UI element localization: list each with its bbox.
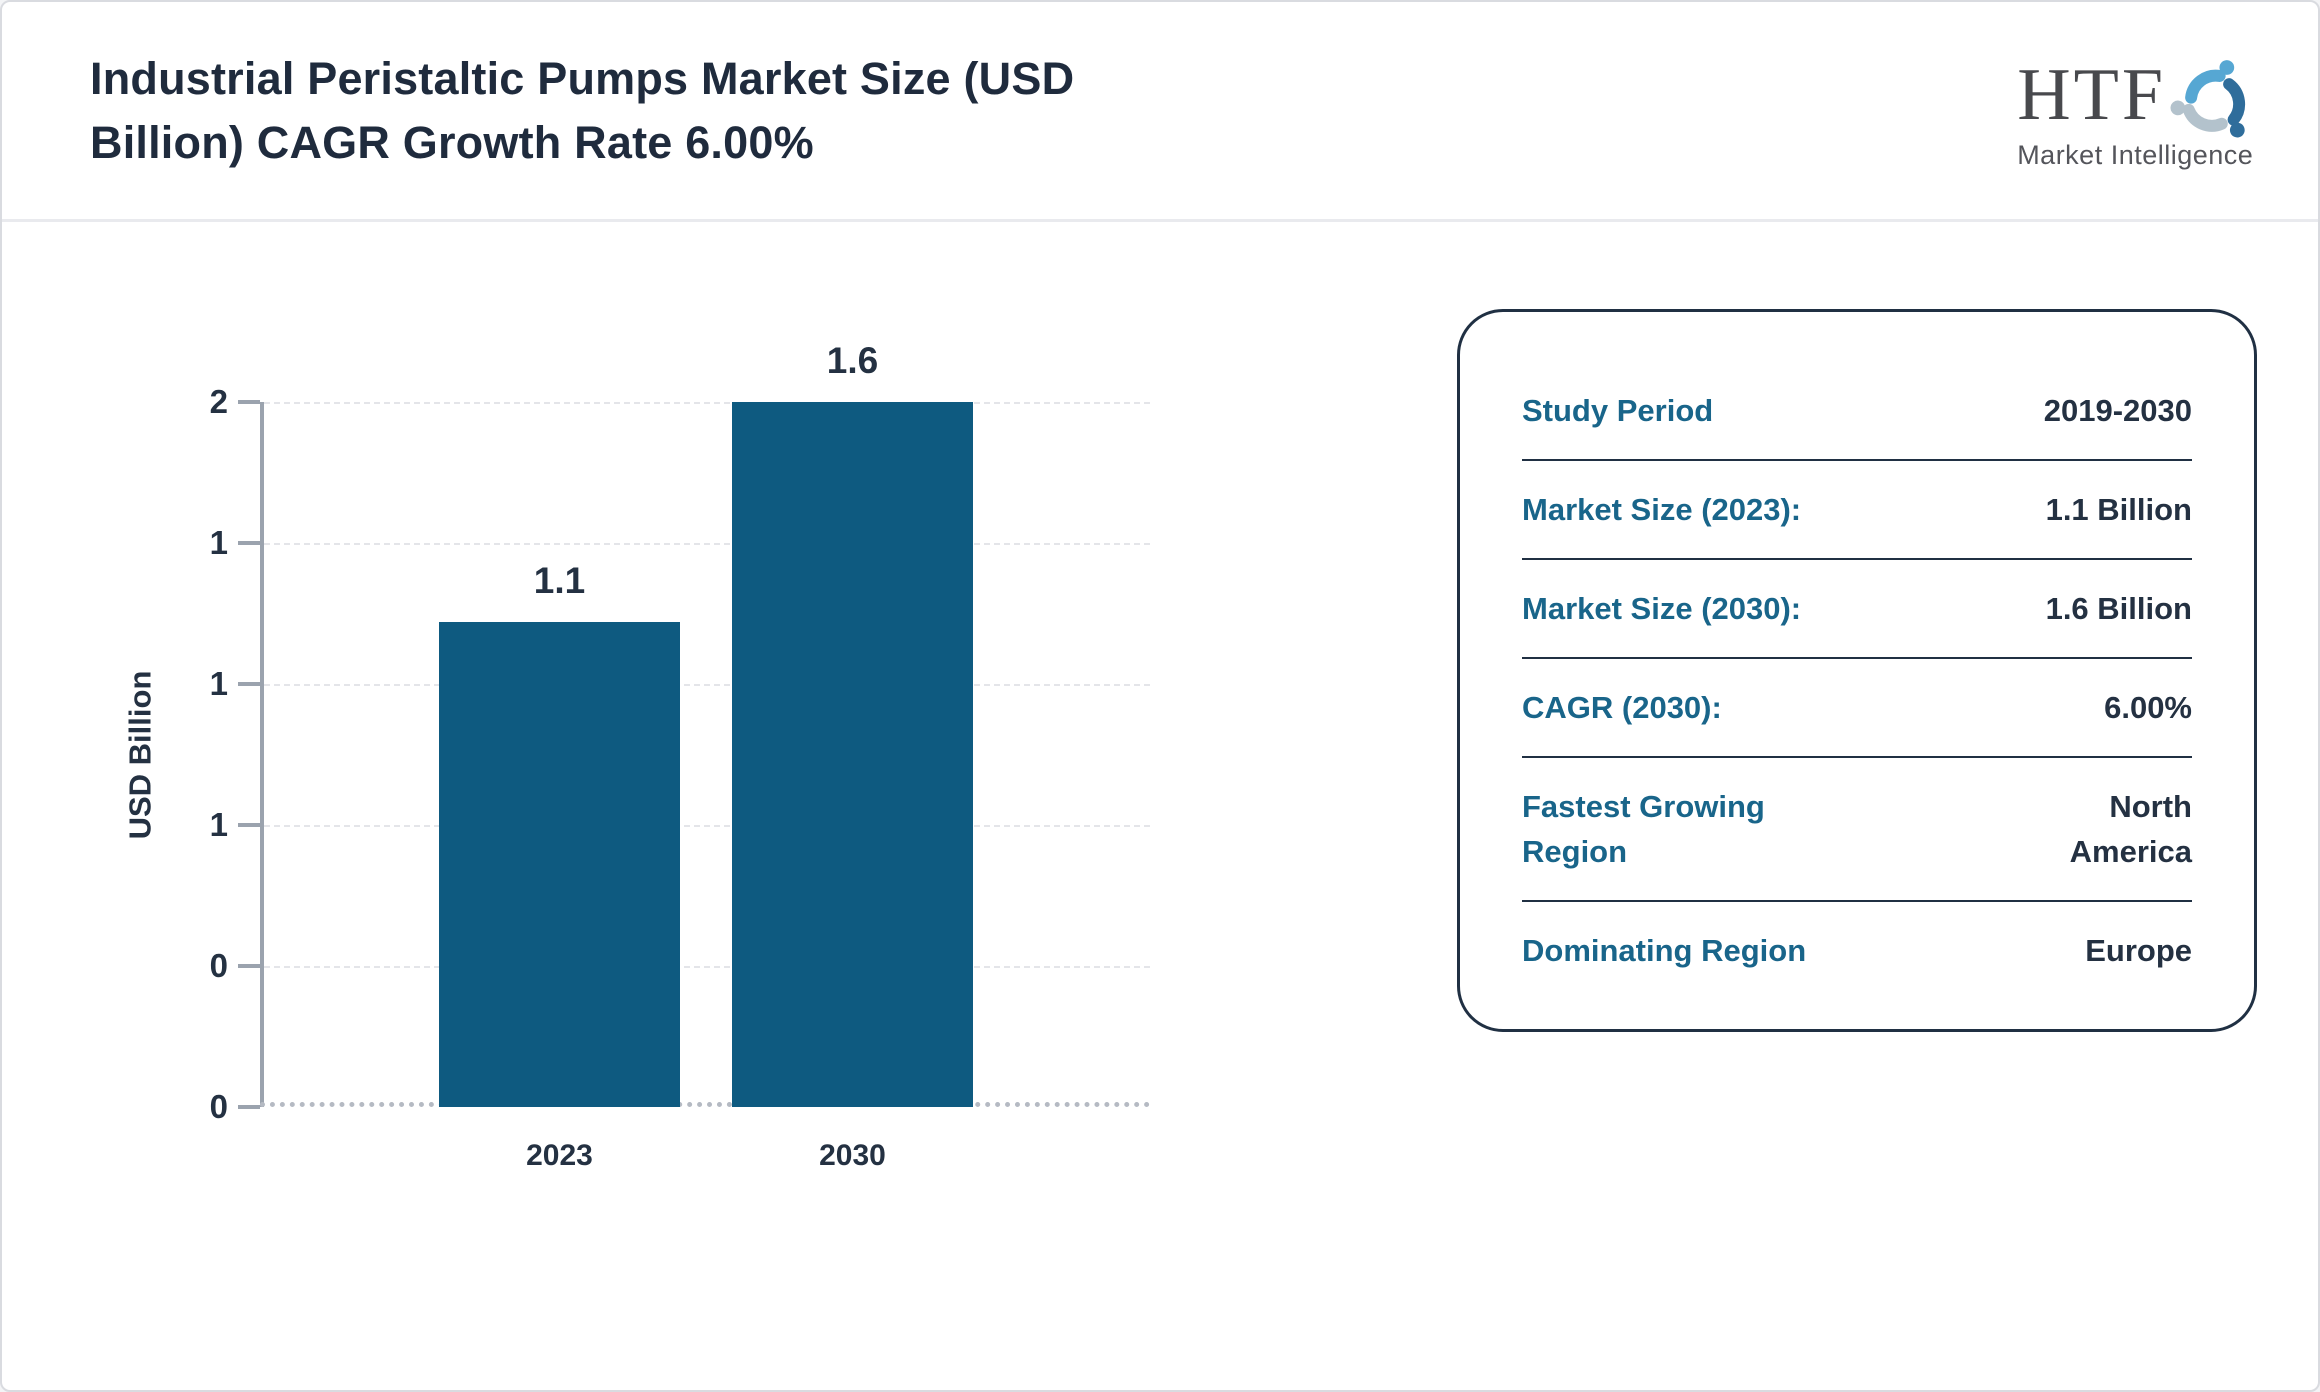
page-title: Industrial Peristaltic Pumps Market Size… xyxy=(90,47,1074,175)
card-row-market-size-2030: Market Size (2030): 1.6 Billion xyxy=(1522,560,2192,659)
summary-card: Study Period 2019-2030 Market Size (2023… xyxy=(1457,309,2257,1032)
page-title-line2: Billion) CAGR Growth Rate 6.00% xyxy=(90,116,814,168)
card-row-label: Dominating Region xyxy=(1522,933,1807,968)
card-row-label: Market Size (2023): xyxy=(1522,492,1802,527)
card-row-value: 2019-2030 xyxy=(2043,393,2192,428)
card-row-value: North America xyxy=(2069,789,2192,869)
bar-2030: 1.6 xyxy=(732,340,973,1107)
bar-value-2030: 1.6 xyxy=(826,340,879,381)
card-row-dominating-region: Dominating Region Europe xyxy=(1522,902,2192,999)
gridline xyxy=(264,684,1150,686)
gridline xyxy=(264,402,1150,404)
card-row-fastest-growing-region: Fastest Growing Region North America xyxy=(1522,758,2192,902)
gridline xyxy=(264,543,1150,545)
card-row-cagr: CAGR (2030): 6.00% xyxy=(1522,659,2192,758)
logo-row: HTF xyxy=(2017,56,2260,146)
y-axis-title: USD Billion xyxy=(122,670,157,839)
card-row-value: Europe xyxy=(2085,933,2192,968)
people-swirl-icon xyxy=(2170,60,2246,138)
y-tick-mark xyxy=(238,541,260,545)
gridline xyxy=(264,825,1150,827)
card-row-value: 6.00% xyxy=(2104,690,2192,725)
y-tick-label: 1 xyxy=(209,665,228,702)
x-tick-label-2023: 2023 xyxy=(526,1139,593,1172)
y-tick-label: 0 xyxy=(209,947,228,984)
y-tick-label: 0 xyxy=(209,1088,228,1125)
bar-value-2023: 1.1 xyxy=(533,560,586,602)
x-axis-baseline xyxy=(260,1102,1150,1107)
y-tick-mark xyxy=(238,823,260,827)
card-row-label: Fastest Growing Region xyxy=(1522,789,1765,869)
x-tick-label-2030: 2030 xyxy=(819,1139,886,1172)
bar-2023: 1.1 xyxy=(439,560,680,1107)
y-tick-label: 2 xyxy=(209,383,228,420)
card-row-market-size-2023: Market Size (2023): 1.1 Billion xyxy=(1522,461,2192,560)
card-row-value: 1.1 Billion xyxy=(2045,492,2192,527)
header: Industrial Peristaltic Pumps Market Size… xyxy=(2,2,2318,222)
gridline xyxy=(264,966,1150,968)
card-row-value: 1.6 Billion xyxy=(2045,591,2192,626)
y-tick-label: 1 xyxy=(209,524,228,561)
card-row-study-period: Study Period 2019-2030 xyxy=(1522,362,2192,461)
card-row-label: CAGR (2030): xyxy=(1522,690,1722,725)
plot-area: 2 1 1 1 0 0 1.1 xyxy=(210,340,1150,1172)
logo-wordmark: HTF xyxy=(2017,54,2166,136)
page-title-line1: Industrial Peristaltic Pumps Market Size… xyxy=(90,52,1075,104)
card-row-label: Market Size (2030): xyxy=(1522,591,1802,626)
y-tick-mark xyxy=(238,964,260,968)
card-row-label: Study Period xyxy=(1522,393,1714,428)
y-tick-mark xyxy=(238,682,260,686)
logo-subtitle: Market Intelligence xyxy=(2017,140,2254,170)
htf-logo: HTF xyxy=(2017,56,2260,171)
y-tick-mark xyxy=(238,400,260,404)
y-tick-label: 1 xyxy=(209,806,228,843)
y-tick-mark xyxy=(238,1105,260,1109)
